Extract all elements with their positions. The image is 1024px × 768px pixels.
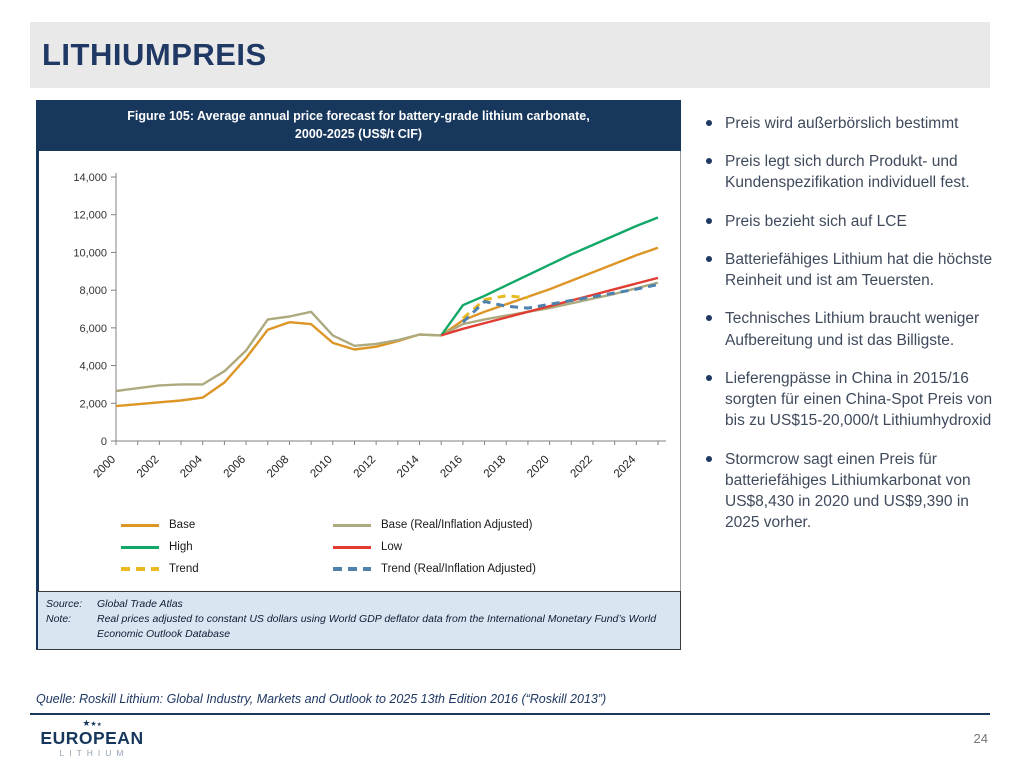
legend-swatch-base (121, 523, 159, 527)
svg-text:2018: 2018 (482, 454, 509, 481)
legend-swatch-trend_real (333, 567, 371, 571)
bullet-dot-icon (706, 255, 712, 262)
svg-text:2000: 2000 (92, 454, 119, 481)
legend-label: Base (169, 519, 196, 531)
bullet-item: Preis legt sich durch Produkt- und Kunde… (706, 151, 1002, 193)
series-base (115, 246, 659, 408)
figure-note-box: Source: Global Trade Atlas Note: Real pr… (36, 591, 681, 650)
bullet-dot-icon (706, 315, 712, 322)
svg-text:2024: 2024 (612, 453, 639, 480)
legend-label: Base (Real/Inflation Adjusted) (381, 519, 533, 531)
bullet-text: Stormcrow sagt einen Preis für batterief… (725, 450, 971, 532)
svg-text:6,000: 6,000 (79, 323, 107, 335)
bullet-item: Technisches Lithium braucht weniger Aufb… (706, 308, 1002, 350)
svg-text:2,000: 2,000 (79, 398, 107, 410)
page-number: 24 (973, 731, 988, 746)
bullet-text: Lieferengpässe in China in 2015/16 sorgt… (725, 369, 993, 430)
chart-area: 0 2,000 4,000 6,000 8,000 10,000 12,000 14,000 2… (36, 151, 681, 591)
bullet-text: Batteriefähiges Lithium hat die höchste … (725, 250, 993, 290)
logo-name: EUROPEAN (40, 728, 144, 748)
legend-label: Trend (169, 563, 199, 575)
legend-item-high: High (121, 541, 333, 553)
bullet-item: Stormcrow sagt einen Preis für batterief… (706, 449, 1002, 534)
source-text: Global Trade Atlas (97, 598, 183, 610)
bullet-text: Preis legt sich durch Produkt- und Kunde… (725, 153, 970, 192)
legend-item-low: Low (333, 541, 680, 553)
bullet-dot-icon (706, 455, 712, 462)
series-trend (461, 294, 529, 320)
logo-subtitle: LITHIUM (59, 748, 129, 759)
figure-title: Figure 105: Average annual price forecas… (36, 100, 681, 151)
legend-item-trend_real: Trend (Real/Inflation Adjusted) (333, 563, 680, 575)
svg-text:0: 0 (101, 436, 107, 448)
svg-text:2008: 2008 (265, 454, 292, 481)
logo-stars-icon: ★★★ (82, 718, 102, 729)
legend-label: Trend (Real/Inflation Adjusted) (381, 563, 536, 575)
european-lithium-logo: ★★★ EUROPEAN LITHIUM (36, 718, 148, 759)
bullet-dot-icon (706, 120, 712, 126)
svg-text:2022: 2022 (568, 454, 595, 481)
svg-text:2016: 2016 (438, 454, 465, 481)
svg-text:2014: 2014 (395, 453, 422, 480)
legend-item-base: Base (121, 519, 333, 531)
series-high (440, 216, 659, 337)
bullet-dot-icon (706, 374, 712, 381)
legend-label: Low (381, 541, 403, 553)
legend-item-trend: Trend (121, 563, 333, 575)
slide-title-band: LITHIUMPREIS (30, 22, 990, 88)
legend-item-base_real: Base (Real/Inflation Adjusted) (333, 519, 680, 531)
figure-title-line2: 2000-2025 (US$/t CIF) (294, 126, 423, 141)
figure-105: Figure 105: Average annual price forecas… (36, 100, 681, 650)
bullet-list: Preis wird außerbörslich bestimmt Preis l… (706, 113, 1002, 551)
page-title: LITHIUMPREIS (42, 37, 267, 72)
bullet-text: Preis wird außerbörslich bestimmt (725, 115, 959, 132)
series-low (440, 276, 659, 337)
price-forecast-chart: 0 2,000 4,000 6,000 8,000 10,000 12,000 14,000 2… (73, 172, 666, 481)
svg-text:10,000: 10,000 (73, 247, 107, 259)
legend-swatch-low (333, 545, 371, 549)
quelle-line: Quelle: Roskill Lithium: Global Industry… (36, 692, 607, 706)
svg-text:2020: 2020 (525, 454, 552, 481)
svg-text:14,000: 14,000 (73, 172, 107, 184)
series-base_real (115, 281, 659, 393)
series-trend_real (461, 283, 659, 324)
source-label: Source: (46, 598, 83, 610)
svg-text:4,000: 4,000 (79, 361, 107, 373)
svg-text:2012: 2012 (352, 454, 379, 481)
bullet-item: Preis bezieht sich auf LCE (706, 211, 1002, 232)
bullet-dot-icon (706, 158, 712, 165)
bullet-text: Preis bezieht sich auf LCE (725, 212, 907, 230)
svg-text:2006: 2006 (222, 454, 249, 481)
note-text: Real prices adjusted to constant US doll… (97, 612, 657, 640)
svg-text:2010: 2010 (308, 454, 335, 481)
bullet-item: Lieferengpässe in China in 2015/16 sorgt… (706, 368, 1002, 432)
svg-text:2002: 2002 (135, 454, 162, 481)
legend-swatch-high (121, 545, 159, 549)
note-label: Note: (46, 612, 72, 625)
legend-swatch-base_real (333, 523, 371, 527)
chart-legend: Base Base (Real/Inflation Adjusted) High Lo… (39, 517, 680, 591)
legend-swatch-trend (121, 567, 159, 571)
svg-text:12,000: 12,000 (73, 210, 107, 222)
legend-label: High (169, 541, 193, 553)
bullet-item: Preis wird außerbörslich bestimmt (706, 113, 1002, 134)
svg-text:8,000: 8,000 (79, 285, 107, 297)
bullet-dot-icon (706, 217, 712, 224)
bullet-text: Technisches Lithium braucht weniger Aufb… (725, 310, 980, 349)
bullet-item: Batteriefähiges Lithium hat die höchste … (706, 249, 1002, 291)
figure-title-line1: Figure 105: Average annual price forecas… (127, 109, 590, 123)
svg-text:2004: 2004 (178, 453, 205, 480)
footer-divider (30, 713, 990, 715)
